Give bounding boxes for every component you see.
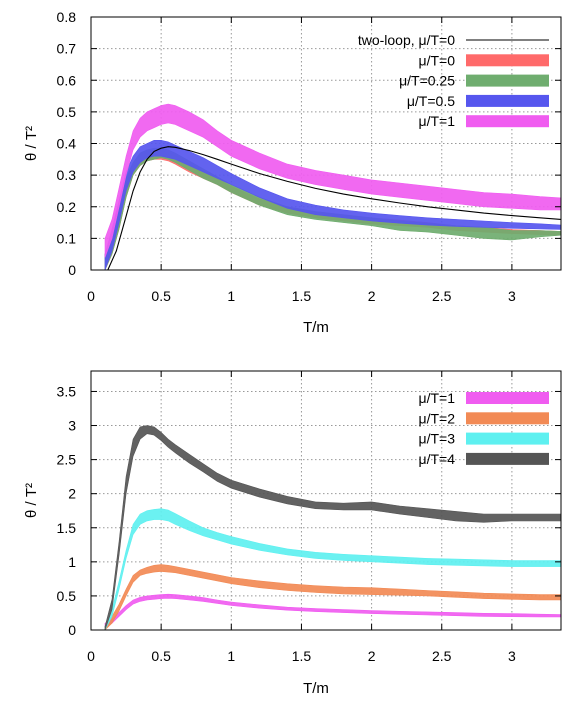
band-series-4 <box>104 103 561 258</box>
y-tick-label: 0.1 <box>57 230 77 246</box>
x-tick-label: 2 <box>368 648 376 664</box>
legend-swatch <box>466 452 549 465</box>
x-tick-label: 1.5 <box>292 288 312 304</box>
x-tick-label: 0 <box>87 288 95 304</box>
band-series-3 <box>104 508 561 630</box>
legend: μ/T=1 μ/T=2 μ/T=3 μ/T=4 <box>419 390 549 467</box>
legend-label: μ/T=0 <box>419 52 456 68</box>
legend-label: μ/T=4 <box>419 451 456 467</box>
x-tick-label: 3 <box>508 648 516 664</box>
legend: two-loop, μ/T=0 μ/T=0 μ/T=0.25 μ/T=0.5 μ/T=1 <box>358 32 549 129</box>
plot-area <box>104 425 561 630</box>
y-tick-label: 0.2 <box>57 199 77 215</box>
x-tick-label: 0 <box>87 648 95 664</box>
band-series-2 <box>104 564 561 630</box>
legend-swatch <box>466 392 549 404</box>
legend-label: μ/T=1 <box>419 113 456 129</box>
legend-label: μ/T=0.25 <box>399 73 455 89</box>
plot-area <box>104 103 561 270</box>
x-axis-label: T/m <box>303 680 329 697</box>
legend-label: two-loop, μ/T=0 <box>358 32 455 48</box>
y-tick-label: 0.5 <box>57 104 77 120</box>
y-axis-label: θ / T² <box>23 126 40 161</box>
band-series-4 <box>104 425 561 630</box>
x-tick-label: 0.5 <box>151 288 171 304</box>
y-tick-label: 2.5 <box>57 452 77 468</box>
y-tick-label: 0 <box>68 262 76 278</box>
legend-label: μ/T=3 <box>419 431 456 447</box>
y-tick-label: 0 <box>68 622 76 638</box>
top-panel: 0 0.5 1 1.5 2 2.5 3 0 0.1 0.2 0.3 0.4 0.5 0.6 0.7 0.8 T/… <box>23 9 562 336</box>
x-tick-label: 1 <box>227 288 235 304</box>
y-tick-label: 0.7 <box>57 41 77 57</box>
plot-frame <box>90 370 562 631</box>
y-tick-label: 0.6 <box>57 72 77 88</box>
y-tick-label: 0.5 <box>57 588 77 604</box>
y-tick-label: 0.3 <box>57 167 77 183</box>
y-tick-label: 3 <box>68 418 76 434</box>
line-series <box>107 146 561 270</box>
x-tick-label: 2.5 <box>432 648 452 664</box>
band-series-3 <box>104 140 561 270</box>
legend-swatch <box>466 94 549 107</box>
y-tick-label: 1 <box>68 554 76 570</box>
band-series-1 <box>104 593 561 628</box>
legend-swatch <box>466 432 549 445</box>
x-tick-label: 2 <box>368 288 376 304</box>
y-tick-label: 3.5 <box>57 383 77 399</box>
legend-swatch <box>466 115 549 128</box>
y-tick-label: 0.8 <box>57 9 77 25</box>
x-tick-label: 0.5 <box>151 648 171 664</box>
legend-label: μ/T=2 <box>419 410 456 426</box>
y-tick-label: 2 <box>68 486 76 502</box>
legend-swatch <box>466 74 549 87</box>
x-tick-label: 2.5 <box>432 288 452 304</box>
bottom-panel: 0 0.5 1 1.5 2 2.5 3 0 0.5 1 1.5 2 2.5 3 3.5 T/m θ / T² μ/… <box>23 370 562 697</box>
legend-swatch <box>466 412 549 425</box>
x-tick-label: 1.5 <box>292 648 312 664</box>
legend-label: μ/T=1 <box>419 390 456 406</box>
y-tick-label: 0.4 <box>57 136 77 152</box>
legend-swatch <box>466 54 549 67</box>
x-axis-label: T/m <box>303 319 329 336</box>
x-tick-label: 3 <box>508 288 516 304</box>
x-tick-label: 1 <box>227 648 235 664</box>
legend-label: μ/T=0.5 <box>407 93 455 109</box>
y-axis-label: θ / T² <box>23 483 40 518</box>
y-tick-label: 1.5 <box>57 520 77 536</box>
